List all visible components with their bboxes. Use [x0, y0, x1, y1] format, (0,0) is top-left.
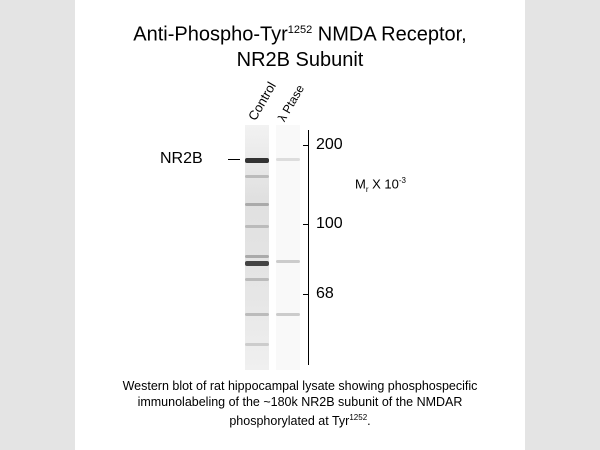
tick — [303, 224, 308, 225]
figure-title: Anti-Phospho-Tyr1252 NMDA Receptor, NR2B… — [0, 18, 600, 73]
caption-end: . — [367, 414, 371, 429]
band — [276, 158, 300, 161]
caption-line3: phosphorylated at Tyr — [229, 414, 350, 429]
title-sup: 1252 — [287, 24, 313, 36]
caption-line2: immunolabeling of the ~180k NR2B subunit… — [137, 395, 463, 409]
mw-axis — [308, 130, 309, 365]
band — [245, 313, 269, 316]
band — [245, 278, 269, 281]
title-line2: NR2B Subunit — [236, 48, 364, 71]
band — [245, 158, 269, 163]
title-text-2: NMDA Receptor, — [312, 23, 467, 46]
marker-68: 68 — [316, 285, 334, 302]
lane-ptase — [276, 125, 300, 370]
band — [245, 203, 269, 206]
caption-line1: Western blot of rat hippocampal lysate s… — [122, 379, 478, 393]
band — [276, 260, 300, 263]
band — [245, 225, 269, 228]
nr2b-marker-line — [228, 159, 240, 160]
unit-text: M — [355, 176, 366, 192]
nr2b-label: NR2B — [160, 150, 203, 167]
mw-unit: Mr X 10-3 — [355, 176, 406, 194]
unit-text-2: X 10 — [368, 176, 399, 192]
marker-200: 200 — [316, 136, 343, 153]
band — [245, 261, 269, 266]
tick — [303, 294, 308, 295]
caption-sup: 1252 — [349, 413, 368, 422]
unit-sup: -3 — [398, 176, 406, 185]
band — [245, 343, 269, 346]
band — [245, 255, 269, 258]
tick — [303, 145, 308, 146]
band — [245, 175, 269, 178]
title-text: Anti-Phospho-Tyr — [133, 23, 288, 46]
unit-sub: r — [365, 184, 369, 194]
band — [276, 313, 300, 316]
figure-caption: Western blot of rat hippocampal lysate s… — [0, 378, 600, 429]
marker-100: 100 — [316, 215, 343, 232]
lane-control — [245, 125, 269, 370]
figure-panel — [75, 0, 525, 450]
